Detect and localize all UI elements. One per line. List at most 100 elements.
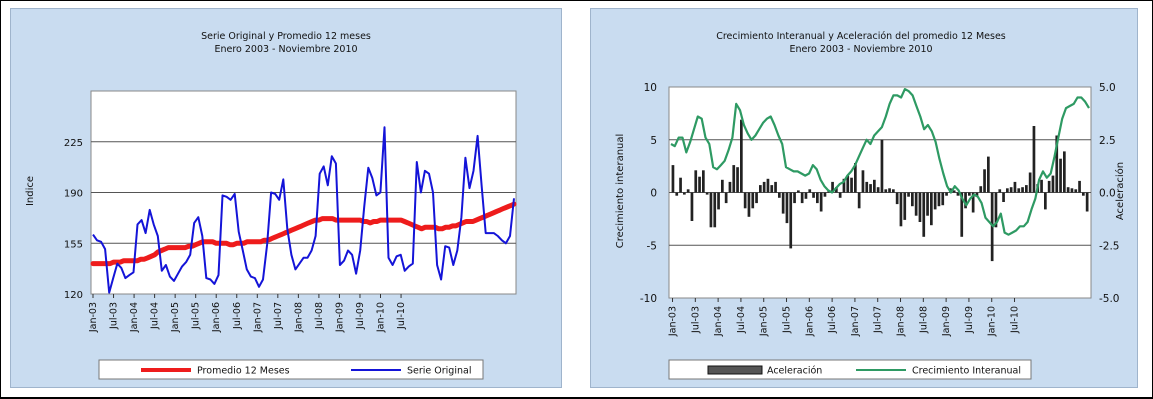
- x-tick-label: Jan-03: [668, 306, 679, 337]
- x-tick-label: Jan-06: [211, 302, 222, 333]
- bar-aceleracion: [876, 187, 880, 193]
- bar-aceleracion: [804, 192, 808, 199]
- bar-aceleracion: [736, 167, 739, 193]
- bar-aceleracion: [1040, 179, 1043, 193]
- bar-aceleracion: [1085, 192, 1089, 212]
- x-tick-label: Jul-10: [396, 302, 407, 330]
- x-tick-label: Jan-08: [293, 302, 304, 333]
- chart-title: Serie Original y Promedio 12 meses: [201, 31, 371, 42]
- y-tick-label-right: 2.5: [1099, 135, 1116, 147]
- bar-aceleracion: [797, 190, 800, 193]
- bar-aceleracion: [937, 192, 941, 207]
- x-tick-label: Jul-06: [232, 302, 243, 330]
- bar-aceleracion: [1055, 135, 1059, 193]
- y-tick-label: 190: [64, 189, 83, 200]
- bar-aceleracion: [728, 181, 732, 193]
- bar-aceleracion: [770, 185, 774, 193]
- y-tick-label-right: 0.0: [1099, 188, 1116, 200]
- bar-aceleracion: [1006, 188, 1009, 193]
- bar-aceleracion: [1066, 187, 1070, 193]
- bar-aceleracion: [755, 192, 758, 204]
- bar-aceleracion: [1059, 158, 1062, 193]
- x-tick-label: Jul-07: [873, 306, 884, 334]
- x-tick-label: Jul-07: [273, 302, 284, 330]
- bar-aceleracion: [914, 192, 918, 216]
- bar-aceleracion: [702, 170, 705, 193]
- bar-aceleracion: [732, 165, 736, 193]
- bar-aceleracion: [888, 188, 891, 193]
- chart-subtitle: Enero 2003 - Noviembre 2010: [214, 44, 357, 55]
- legend-label-original: Serie Original: [407, 366, 471, 377]
- bar-aceleracion: [705, 192, 709, 195]
- x-tick-label: Jan-10: [376, 302, 387, 333]
- y-axis-label: Indice: [25, 176, 36, 206]
- bar-aceleracion: [793, 192, 796, 204]
- series-line-crecimiento: [670, 87, 1090, 236]
- bar-aceleracion: [842, 178, 846, 193]
- chart-title: Crecimiento Interanual y Aceleración del…: [716, 31, 1006, 42]
- bar-aceleracion: [1021, 187, 1024, 193]
- bar-aceleracion: [945, 192, 948, 196]
- bar-aceleracion: [975, 192, 979, 197]
- bar-aceleracion: [873, 179, 876, 193]
- bar-aceleracion: [743, 192, 747, 209]
- x-tick-label: Jan-09: [334, 302, 345, 333]
- bar-aceleracion: [721, 179, 724, 193]
- y-tick-label-left: 0: [650, 188, 657, 200]
- bar-aceleracion: [694, 170, 698, 193]
- bar-aceleracion: [789, 192, 793, 249]
- bar-aceleracion: [812, 192, 815, 198]
- bar-aceleracion: [679, 177, 682, 193]
- bar-aceleracion: [861, 170, 865, 193]
- bar-aceleracion: [983, 169, 986, 193]
- x-tick-label: Jul-10: [1010, 306, 1021, 334]
- y-axis-label-right: Aceleración: [1114, 162, 1126, 220]
- bar-aceleracion: [698, 176, 701, 193]
- x-tick-label: Jan-06: [804, 306, 815, 337]
- bar-aceleracion: [1013, 181, 1017, 193]
- bar-aceleracion: [835, 187, 838, 193]
- bar-aceleracion: [778, 192, 781, 198]
- y-tick-label-right: 5.0: [1099, 82, 1116, 94]
- bar-aceleracion: [1032, 126, 1036, 193]
- bar-aceleracion: [979, 186, 983, 193]
- y-tick-label: 120: [64, 290, 83, 301]
- bar-aceleracion: [819, 192, 823, 212]
- bar-aceleracion: [686, 189, 690, 193]
- x-tick-label: Jan-07: [252, 302, 263, 333]
- bar-aceleracion: [717, 192, 720, 210]
- bar-aceleracion: [751, 192, 755, 209]
- bar-aceleracion: [831, 181, 834, 193]
- bar-aceleracion: [911, 192, 914, 207]
- series-line-original: [92, 126, 515, 294]
- bar-aceleracion: [857, 192, 861, 209]
- bar-aceleracion: [709, 192, 713, 228]
- bar-aceleracion: [971, 192, 975, 213]
- bar-aceleracion: [926, 192, 929, 216]
- bar-aceleracion: [884, 189, 888, 193]
- bar-aceleracion: [713, 192, 717, 228]
- x-tick-label: Jul-09: [355, 302, 366, 330]
- bar-aceleracion: [838, 192, 842, 198]
- bar-aceleracion: [952, 190, 956, 193]
- bar-aceleracion: [823, 192, 827, 197]
- x-tick-label: Jan-09: [941, 306, 952, 337]
- legend-box: [98, 359, 484, 380]
- x-tick-label: Jan-04: [129, 302, 140, 333]
- y-tick-label-left: 10: [644, 82, 657, 94]
- bar-aceleracion: [1028, 172, 1032, 193]
- bar-aceleracion: [895, 192, 899, 205]
- bar-aceleracion: [724, 192, 728, 204]
- bar-aceleracion: [941, 192, 945, 206]
- bar-aceleracion: [907, 192, 910, 197]
- bar-aceleracion: [998, 189, 1002, 193]
- series-line-promedio: [90, 201, 517, 267]
- bar-aceleracion: [683, 192, 686, 195]
- bar-aceleracion: [785, 192, 789, 224]
- x-tick-label: Jul-03: [109, 302, 120, 330]
- y-tick-label-left: 5: [650, 135, 657, 147]
- bar-aceleracion: [960, 192, 964, 237]
- x-tick-label: Jul-04: [150, 302, 161, 330]
- chart-panel-growth: Crecimiento Interanual y Aceleración del…: [590, 8, 1138, 388]
- bar-aceleracion: [930, 192, 933, 226]
